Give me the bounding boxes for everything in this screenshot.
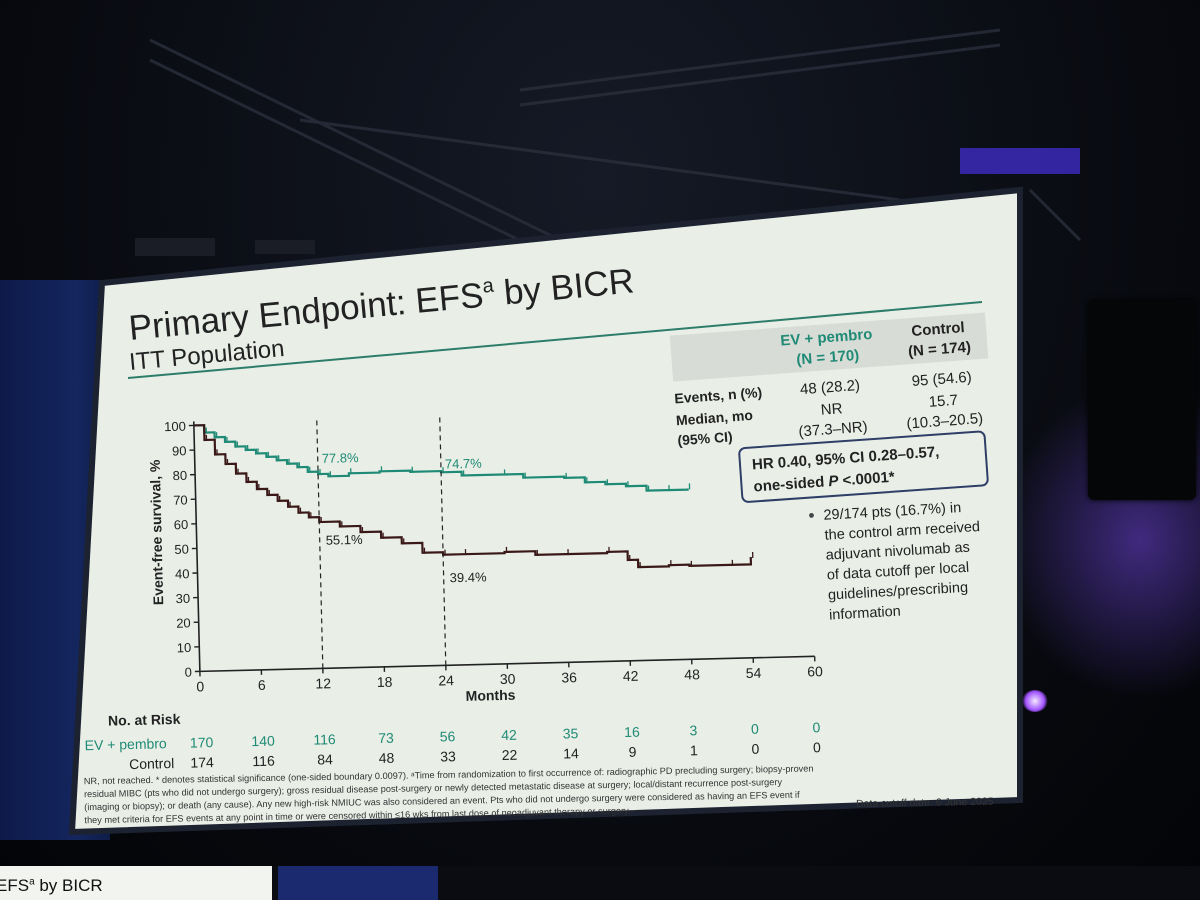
hanging-speaker (1088, 300, 1196, 500)
svg-text:information: information (829, 604, 902, 624)
ev-header-line1: EV + pembro (780, 326, 873, 350)
at-risk-ev-value: 170 (190, 734, 214, 751)
x-tick-label: 18 (377, 674, 393, 690)
median-ev-1: NR (820, 400, 843, 419)
at-risk-control-value: 48 (379, 750, 395, 766)
x-tick-label: 42 (623, 668, 639, 684)
y-tick-label: 10 (177, 640, 192, 655)
monitor-caption: EFSa by BICR (0, 876, 103, 895)
at-risk-control-value: 1 (690, 742, 698, 758)
at-risk-control-value: 22 (502, 747, 518, 763)
y-axis-label: Event-free survival, % (147, 459, 167, 605)
at-risk-ev-value: 35 (563, 725, 579, 741)
ceiling-trusses (135, 28, 1082, 262)
svg-text:guidelines/prescribing: guidelines/prescribing (828, 580, 969, 604)
confidence-monitor (0, 866, 272, 900)
y-tick-label: 0 (184, 665, 192, 680)
events-ev: 48 (28.2) (799, 377, 860, 398)
control-curve (193, 424, 753, 569)
at-risk-ev-value: 42 (501, 727, 517, 743)
at-risk-ev-value: 140 (251, 733, 275, 750)
events-control: 95 (54.6) (911, 369, 972, 390)
km-chart: Event-free survival, % Months 0 6 12 18 24 30… (84, 417, 823, 772)
landmark-label: 39.4% (449, 569, 487, 585)
at-risk-ev-value: 73 (378, 730, 394, 746)
control-header-line1: Control (911, 319, 965, 340)
at-risk-ev-value: 3 (689, 722, 697, 738)
median-control-1: 15.7 (928, 392, 958, 411)
y-tick-label: 70 (173, 492, 188, 507)
y-tick-label: 50 (174, 542, 189, 557)
x-tick-label: 54 (746, 665, 762, 681)
median-label-2: (95% CI) (677, 428, 733, 448)
at-risk-control-value: 0 (751, 741, 759, 757)
ev-pembro-curve (193, 424, 689, 492)
hr-line2: one-sided P <.0001* (753, 469, 895, 496)
summary-table: EV + pembro (N = 170) Control (N = 174) … (669, 312, 989, 448)
median-control-2: (10.3–20.5) (906, 410, 984, 433)
at-risk-control-value: 174 (190, 754, 214, 771)
y-tick-label: 60 (174, 517, 189, 532)
at-risk-ev-value: 16 (624, 724, 640, 740)
x-tick-label: 36 (561, 669, 577, 685)
at-risk-control-value: 84 (317, 751, 333, 767)
y-tick-label: 30 (175, 591, 190, 606)
landmark-label: 77.8% (322, 450, 360, 466)
at-risk-control-value: 0 (813, 739, 821, 755)
y-axis-line (192, 421, 201, 672)
at-risk-control-value: 33 (440, 748, 456, 764)
at-risk-ev-value: 56 (440, 728, 456, 744)
control-header-line2: (N = 174) (908, 339, 972, 361)
median-ev-2: (37.3–NR) (798, 418, 868, 440)
x-tick-label: 48 (684, 666, 700, 682)
at-risk-control-value: 9 (628, 744, 636, 760)
at-risk-label-control: Control (129, 755, 175, 772)
svg-text:29/174 pts (16.7%) in: 29/174 pts (16.7%) in (823, 500, 962, 524)
landmark-label: 55.1% (326, 532, 364, 548)
y-tick-label: 90 (172, 443, 187, 458)
y-tick-label: 100 (164, 419, 186, 435)
x-tick-label: 30 (500, 671, 516, 687)
monitor-second-panel (278, 866, 438, 900)
at-risk-header: No. at Risk (108, 711, 181, 729)
events-label: Events, n (%) (674, 384, 763, 406)
stage-light (1022, 690, 1048, 712)
at-risk-label-ev: EV + pembro (84, 735, 167, 753)
landmark-label: 74.7% (445, 456, 483, 472)
y-tick-label: 80 (172, 468, 187, 483)
at-risk-ev-value: 0 (812, 719, 820, 735)
x-axis-label: Months (465, 687, 515, 704)
x-tick-label: 60 (807, 663, 823, 679)
at-risk-control-value: 116 (252, 753, 275, 770)
median-label-1: Median, mo (675, 407, 753, 429)
data-cutoff: Data cutoff date: 6 June 2025 (856, 796, 994, 810)
x-tick-label: 12 (315, 675, 331, 691)
svg-text:of data cutoff per local: of data cutoff per local (826, 560, 969, 584)
ev-header-line2: (N = 170) (796, 347, 860, 369)
x-tick-label: 24 (438, 672, 454, 688)
x-tick-label: 6 (258, 677, 266, 693)
at-risk-ev-value: 116 (313, 731, 336, 748)
y-tick-label: 40 (175, 566, 190, 581)
at-risk-control-value: 14 (563, 745, 579, 761)
y-tick-label: 20 (176, 615, 191, 630)
at-risk-ev-value: 0 (751, 721, 759, 737)
x-tick-label: 0 (196, 678, 204, 694)
